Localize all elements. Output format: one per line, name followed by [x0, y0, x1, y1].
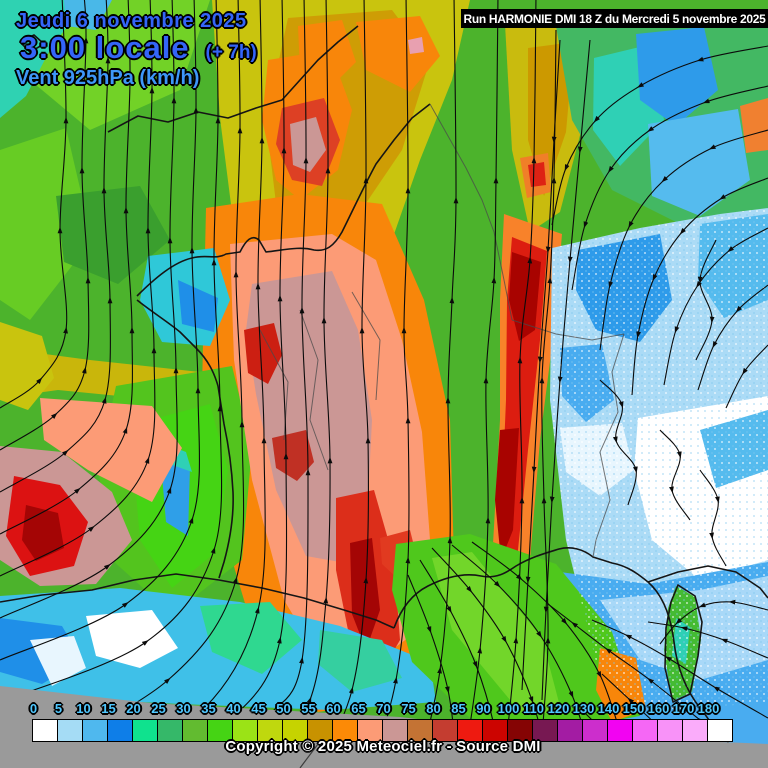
streamline: [659, 599, 768, 645]
legend-value: 70: [376, 701, 391, 716]
legend-value: 180: [697, 701, 720, 716]
legend-value: 50: [276, 701, 291, 716]
region-bl-white-2: [30, 636, 86, 686]
legend-value: 30: [176, 701, 191, 716]
coastline: [647, 565, 768, 599]
region-channel-orange-2: [356, 16, 440, 92]
legend-swatch: [707, 719, 733, 742]
streamline: [725, 344, 768, 409]
region-nw-blue-dab: [64, 0, 112, 30]
streamline: [371, 0, 411, 765]
streamline: [265, 0, 333, 765]
legend-value: 0: [29, 701, 38, 716]
forecast-time: 3:00 locale: [20, 30, 190, 65]
legend-value: 110: [523, 701, 544, 716]
legend-value: 20: [126, 701, 141, 716]
forecast-offset: (+ 7h): [205, 42, 257, 63]
legend-value: 55: [301, 701, 316, 716]
region-biscay-dark: [22, 505, 64, 561]
legend-value: 140: [597, 701, 620, 716]
streamline: [599, 379, 638, 506]
legend-value: 65: [351, 701, 366, 716]
forecast-time-row: 3:00 locale (+ 7h): [20, 30, 257, 66]
streamline: [319, 0, 371, 765]
forecast-date: Jeudi 6 novembre 2025: [16, 10, 247, 32]
legend-value: 75: [401, 701, 416, 716]
legend-value: 150: [622, 701, 645, 716]
legend-value: 80: [426, 701, 441, 716]
legend-value: 85: [451, 701, 466, 716]
legend-value: 25: [151, 701, 166, 716]
legend-value: 45: [251, 701, 266, 716]
legend-value: 40: [226, 701, 241, 716]
legend-value: 35: [201, 701, 216, 716]
legend-value: 90: [476, 701, 491, 716]
legend-value: 15: [101, 701, 116, 716]
legend-value: 130: [572, 701, 595, 716]
parameter-label: Vent 925hPa (km/h): [16, 67, 200, 89]
region-ne-orange: [740, 98, 768, 153]
model-run-text: Run HARMONIE DMI 18 Z du Mercredi 5 nove…: [463, 11, 766, 26]
region-jet-dark-2: [495, 428, 519, 560]
color-scale-bar: [32, 719, 733, 742]
legend-value: 10: [76, 701, 91, 716]
region-rosy-dab-ne: [408, 37, 424, 54]
streamline: [647, 621, 768, 659]
legend-value: 160: [647, 701, 670, 716]
legend-value: 100: [497, 701, 520, 716]
legend-value: 5: [54, 701, 63, 716]
model-run-banner: Run HARMONIE DMI 18 Z du Mercredi 5 nove…: [461, 9, 768, 28]
border-line: [592, 333, 625, 558]
streamline: [471, 541, 623, 739]
streamline: [631, 177, 768, 396]
streamline: [697, 284, 768, 391]
streamline: [659, 429, 691, 521]
legend-value: 120: [547, 701, 570, 716]
streamline: [699, 469, 727, 567]
region-east-red-dot: [528, 162, 546, 187]
region-nw-cyan-corner: [0, 0, 88, 118]
legend-value: 170: [672, 701, 695, 716]
streamline: [591, 619, 768, 719]
streamline: [695, 239, 717, 361]
coastline: [19, 34, 45, 53]
legend-value-labels: 0 5 10 15 20 25 30 35 40 45 50 55 60 65 70 75 80 85 90 100 1…: [21, 701, 721, 716]
copyright-notice: Copyright © 2025 Meteociel.fr - Source D…: [225, 738, 541, 755]
legend-value: 60: [326, 701, 341, 716]
